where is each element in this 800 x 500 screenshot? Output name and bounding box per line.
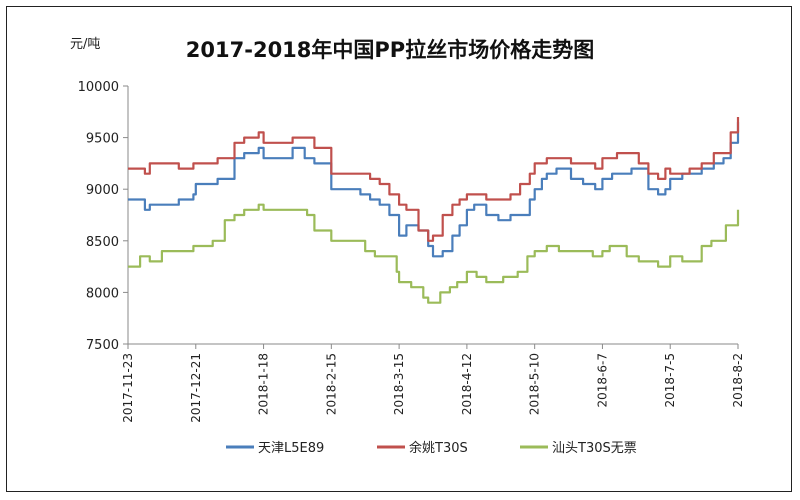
x-tick-label: 2018-7-5 — [663, 353, 677, 407]
chart-frame — [6, 6, 792, 492]
series-layer — [128, 117, 740, 304]
x-tick-label: 2017-11-23 — [121, 353, 135, 423]
legend-label-1: 天津L5E89 — [258, 441, 324, 456]
x-tick-label: 2018-1-18 — [257, 353, 271, 415]
y-axis-unit-label: 元/吨 — [70, 37, 100, 52]
x-tick-label: 2018-4-12 — [460, 353, 474, 415]
x-tick-label: 2017-12-21 — [189, 353, 203, 423]
x-tick-label: 2018-6-7 — [595, 353, 609, 407]
series-line-3 — [128, 203, 740, 304]
legend: 天津L5E89 余姚T30S 汕头T30S无票 — [226, 440, 637, 456]
y-tick-label: 10000 — [78, 80, 119, 95]
legend-label-3: 汕头T30S无票 — [552, 441, 637, 456]
chart-title: 2017-2018年中国PP拉丝市场价格走势图 — [186, 38, 594, 62]
series-line-2 — [128, 117, 740, 242]
x-tick-label: 2018-3-15 — [392, 353, 406, 415]
x-tick-label: 2018-2-15 — [324, 353, 338, 415]
y-tick-label: 9000 — [86, 183, 119, 198]
y-tick-label: 7500 — [86, 338, 119, 353]
series-line-1 — [128, 122, 740, 258]
y-tick-label: 8000 — [86, 286, 119, 301]
x-tick-label: 2018-8-2 — [731, 353, 745, 407]
x-tick-label: 2018-5-10 — [528, 353, 542, 415]
y-tick-label: 9500 — [86, 132, 119, 147]
legend-label-2: 余姚T30S — [409, 440, 468, 456]
y-tick-label: 8500 — [86, 235, 119, 250]
axes: 7500 8000 8500 9000 9500 10000 2017-11-23 2017-… — [78, 80, 745, 423]
